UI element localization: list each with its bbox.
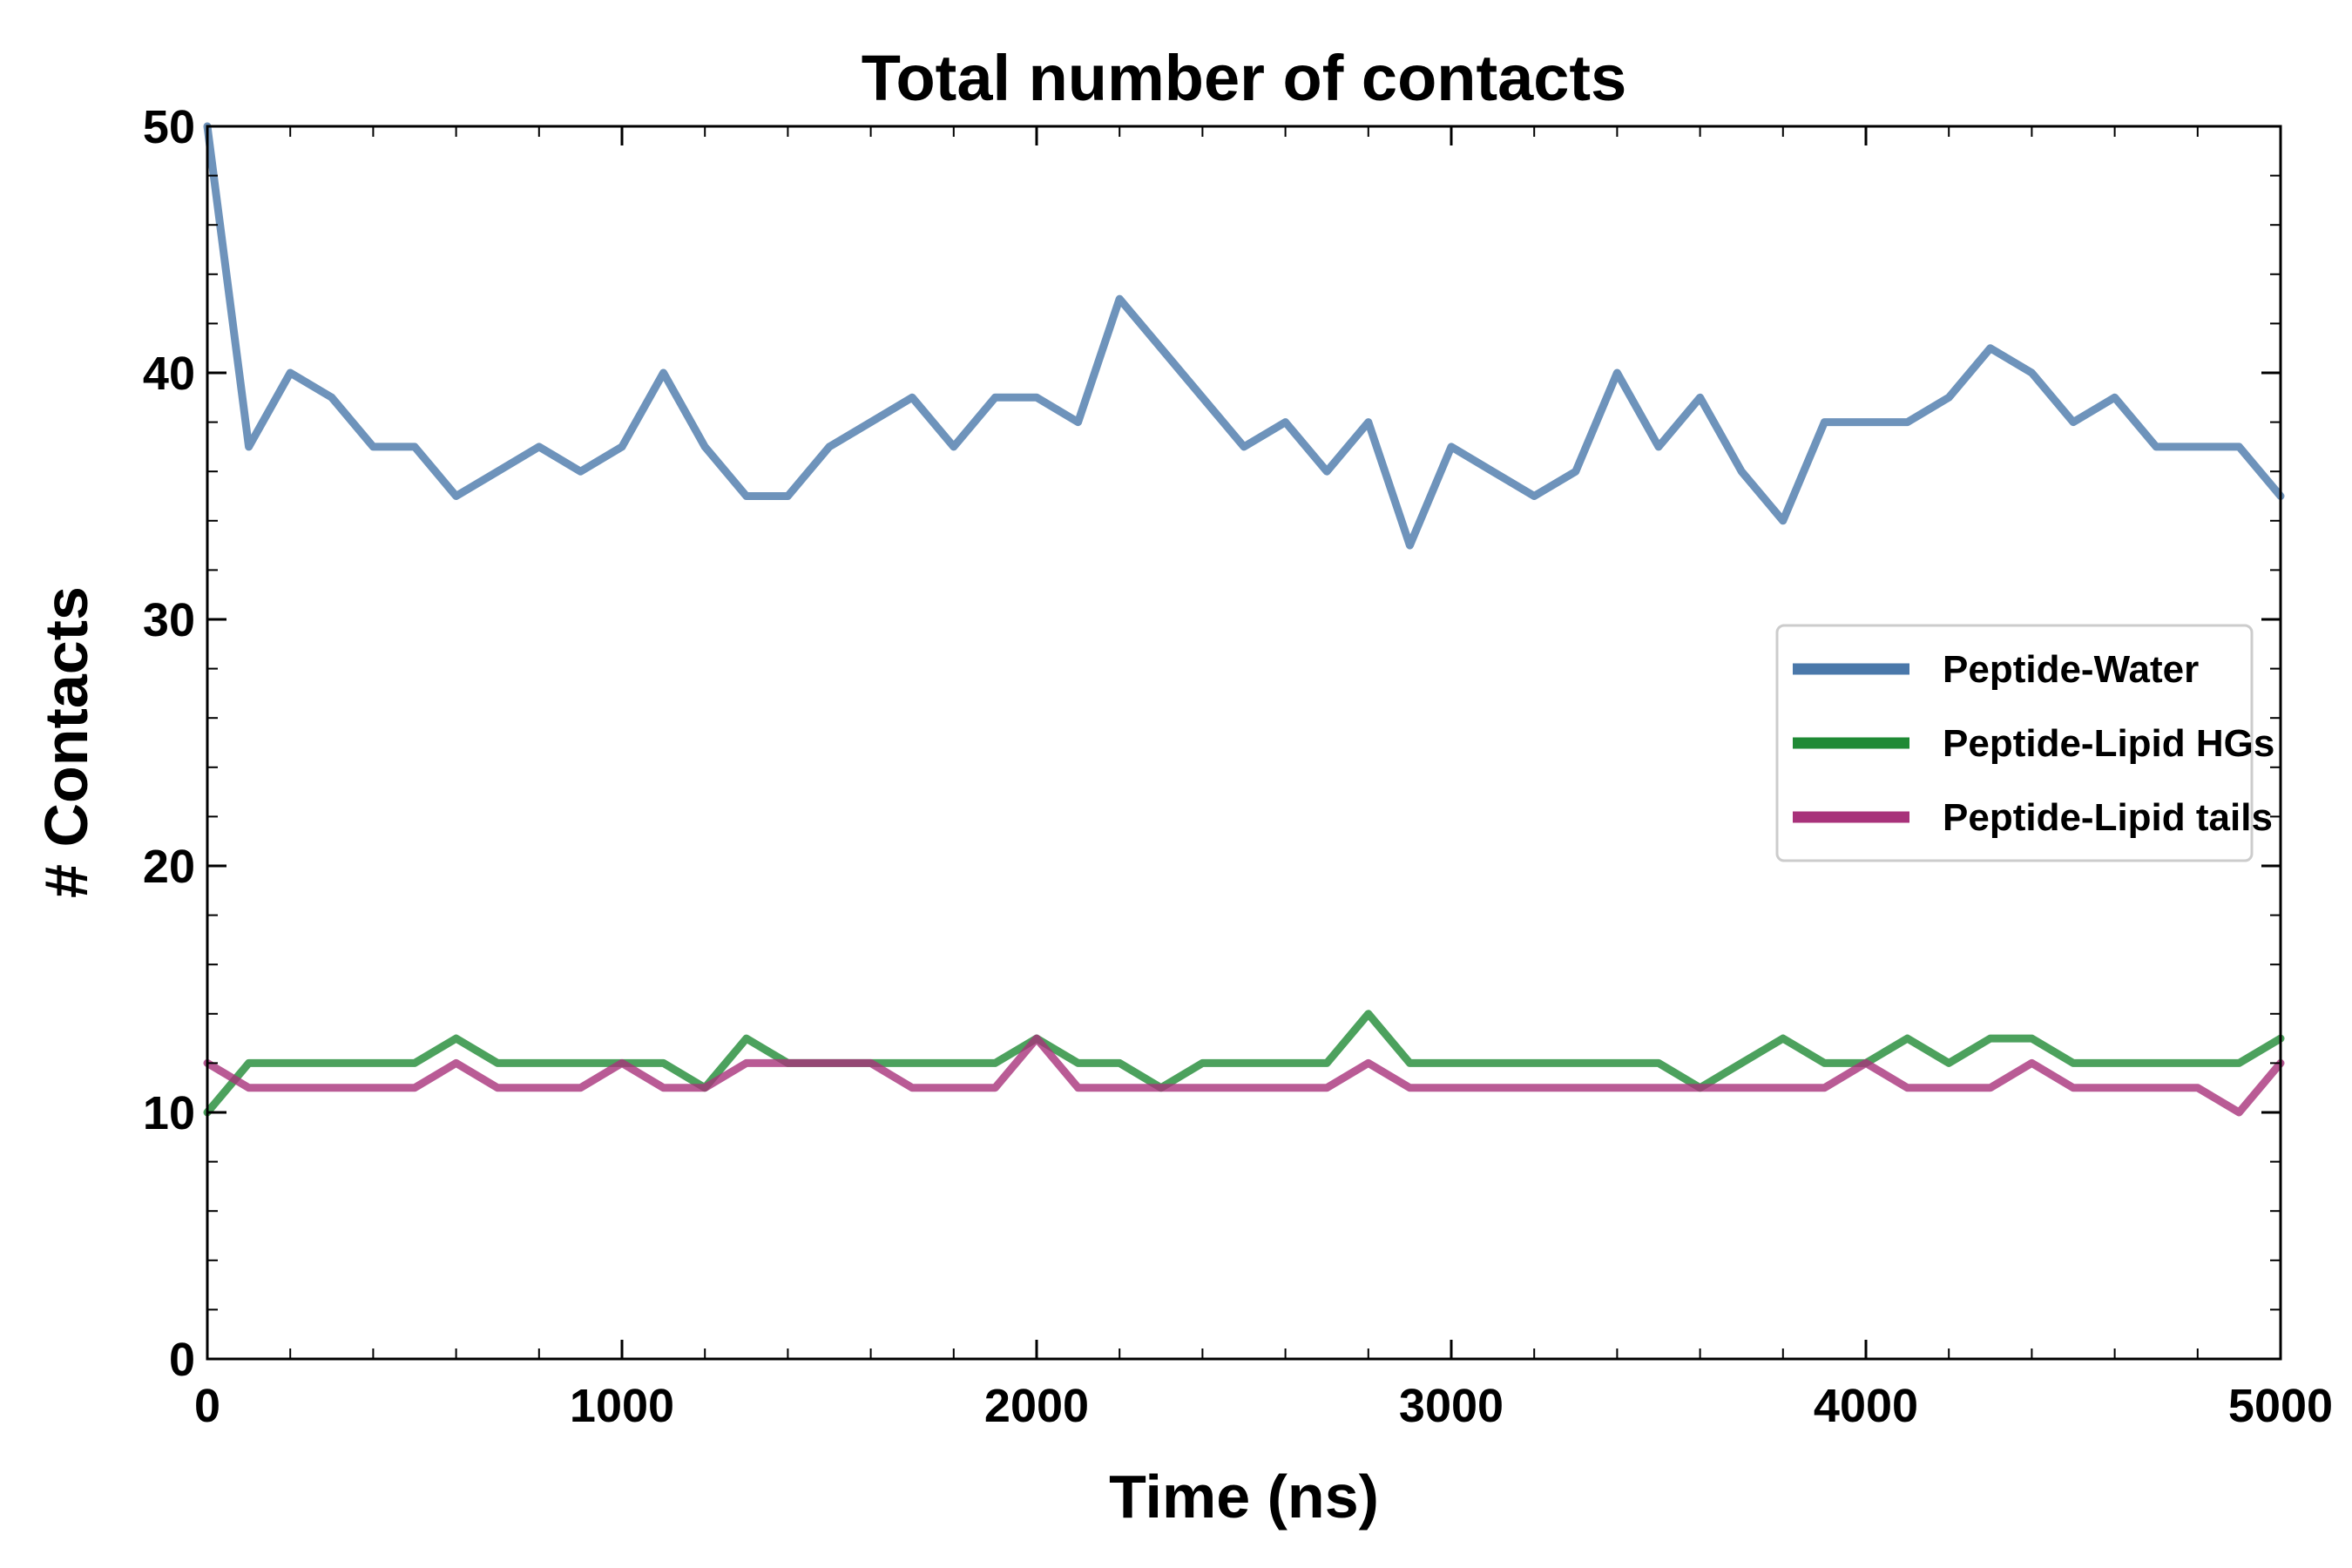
tick-layer: 0 1000 2000 3000 4000 5000 0 10 20 30 40 50 [143, 101, 2333, 1432]
legend-label-2: Peptide-Lipid tails [1943, 796, 2273, 839]
legend-label-0: Peptide-Water [1943, 648, 2199, 691]
x-axis-label: Time (ns) [1109, 1463, 1379, 1531]
x-tick-label: 3000 [1399, 1380, 1504, 1432]
y-axis-label: # Contacts [32, 586, 100, 898]
legend: Peptide-Water Peptide-Lipid HGs Peptide-Li… [1775, 624, 2274, 862]
x-tick-label: 0 [194, 1380, 220, 1432]
y-tick-label: 10 [143, 1087, 195, 1139]
series-line-1 [203, 1010, 2285, 1117]
y-tick-label: 40 [143, 348, 195, 400]
x-tick-label: 1000 [570, 1380, 674, 1432]
chart-title: Total number of contacts [862, 42, 1626, 114]
y-tick-label: 30 [143, 594, 195, 646]
legend-box [1775, 624, 2254, 862]
y-tick-label: 0 [169, 1334, 195, 1386]
series-layer [203, 122, 2285, 1117]
x-tick-label: 2000 [984, 1380, 1089, 1432]
legend-label-1: Peptide-Lipid HGs [1943, 722, 2274, 765]
x-tick-label: 4000 [1814, 1380, 1918, 1432]
x-tick-label: 5000 [2228, 1380, 2333, 1432]
y-tick-label: 50 [143, 101, 195, 153]
series-line-2 [203, 1034, 2285, 1117]
y-tick-label: 20 [143, 841, 195, 893]
series-line-0 [203, 122, 2285, 550]
plot-frame [206, 125, 2282, 1361]
